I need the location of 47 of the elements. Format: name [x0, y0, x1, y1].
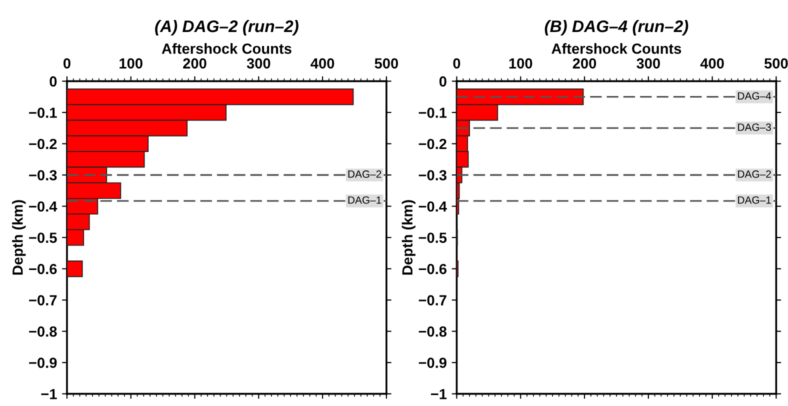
x-tick-label: 300: [246, 58, 270, 69]
y-tick-label: −0.9: [29, 358, 57, 368]
x-axis-title: Aftershock Counts: [162, 43, 292, 54]
y-tick-label: −1: [41, 389, 57, 400]
ref-line-label: DAG–2: [738, 170, 771, 178]
x-axis-title: Aftershock Counts: [552, 43, 682, 54]
y-tick-label: −0.4: [418, 201, 447, 212]
y-tick-label: −0.9: [418, 358, 446, 368]
y-tick-label: 0: [50, 76, 57, 87]
x-tick-label: 400: [310, 58, 334, 69]
y-tick-label: −1: [430, 389, 447, 400]
ref-line-label: DAG–2: [348, 170, 382, 178]
x-tick-label: 0: [453, 58, 460, 69]
y-tick-label: −0.1: [418, 108, 447, 118]
y-tick-label: −0.7: [29, 295, 57, 306]
chart-title: (B) DAG–4 (run–2): [544, 20, 688, 36]
y-tick-label: −0.8: [29, 326, 57, 337]
y-tick-label: −0.6: [29, 264, 57, 274]
x-tick-label: 0: [64, 58, 70, 69]
y-axis-title: Depth (km): [12, 200, 26, 275]
chart-title: (A) DAG–2 (run–2): [155, 20, 298, 36]
x-tick-label: 500: [374, 58, 398, 69]
x-tick-label: 500: [764, 58, 788, 69]
y-tick-label: −0.5: [418, 232, 447, 243]
y-tick-label: −0.1: [29, 108, 57, 118]
x-tick-label: 200: [572, 58, 596, 69]
y-tick-label: −0.7: [418, 295, 446, 306]
ref-line-label: DAG–1: [738, 196, 771, 204]
y-axis-title: Depth (km): [402, 200, 416, 275]
bar: [66, 260, 83, 278]
y-tick-label: −0.4: [29, 201, 58, 212]
y-tick-label: −0.3: [418, 170, 446, 180]
x-tick-label: 100: [120, 58, 142, 69]
y-tick-label: 0: [439, 76, 446, 87]
x-tick-label: 200: [183, 58, 206, 69]
y-tick-label: −0.6: [418, 264, 446, 274]
x-tick-label: 100: [509, 58, 532, 69]
y-tick-label: −0.2: [418, 138, 446, 150]
y-tick-label: −0.3: [29, 170, 57, 180]
y-tick-label: −0.2: [29, 138, 57, 150]
ref-line-label: DAG–1: [348, 196, 382, 204]
ref-line-label: DAG–3: [738, 124, 771, 131]
y-tick-label: −0.5: [29, 232, 57, 243]
y-tick-label: −0.8: [418, 326, 447, 337]
ref-line-label: DAG–4: [738, 92, 772, 100]
x-tick-label: 400: [700, 58, 724, 69]
x-tick-label: 300: [636, 58, 660, 69]
